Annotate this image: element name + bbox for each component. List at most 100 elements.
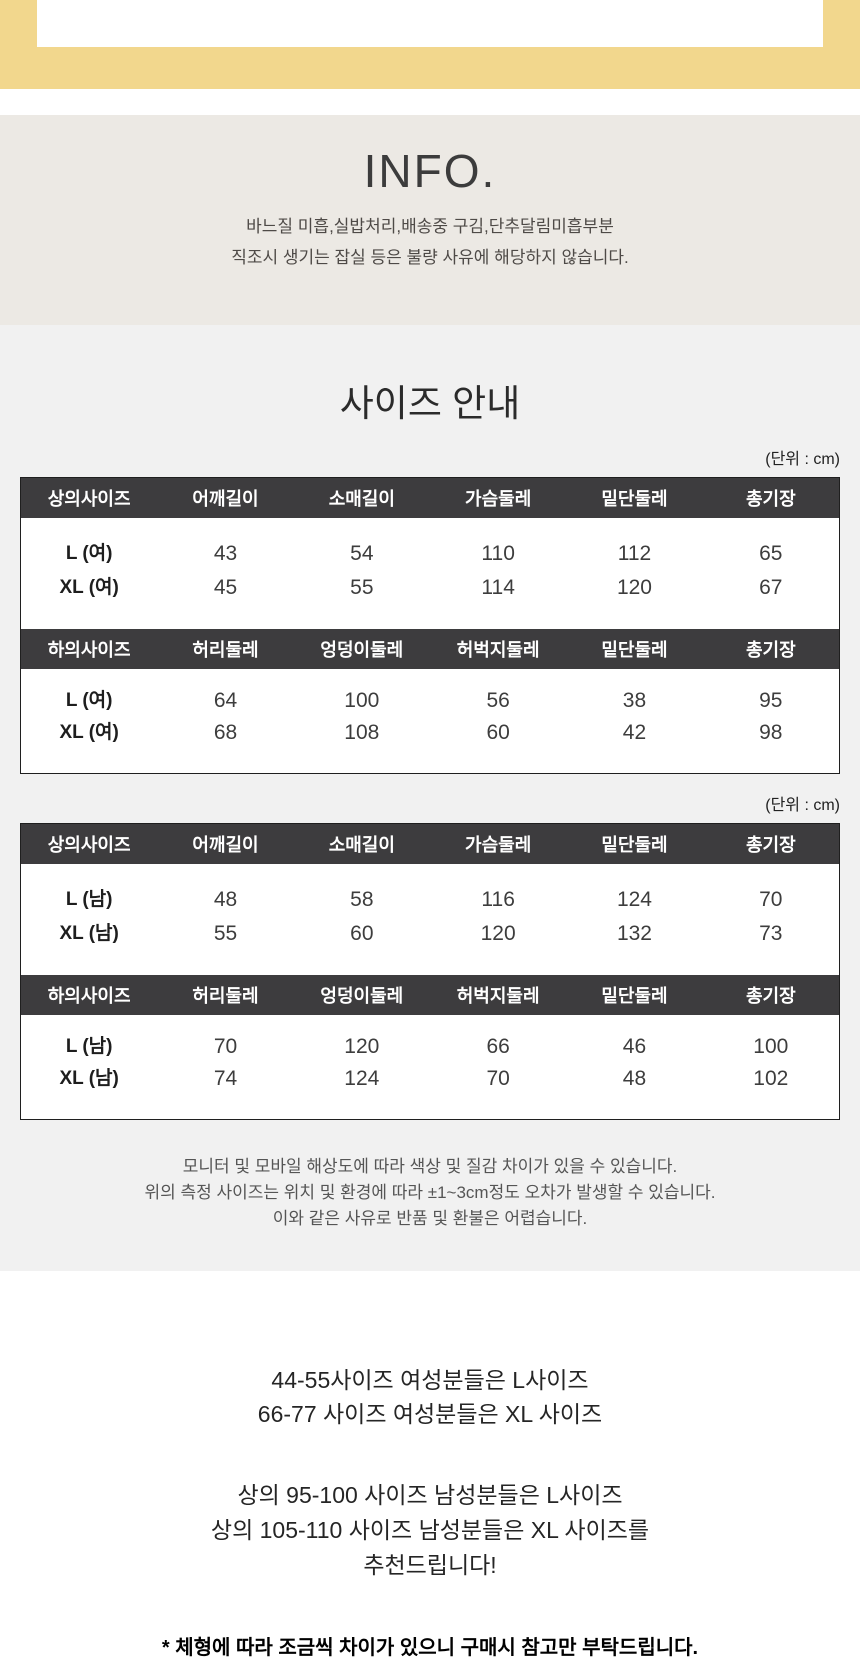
recommendation-line: 상의 105-110 사이즈 남성분들은 XL 사이즈를 [210,1517,650,1543]
column-header: 허리둘레 [192,640,259,660]
recommendation-section: 44-55사이즈 여성분들은 L사이즈 66-77 사이즈 여성분들은 XL 사… [0,1271,860,1661]
size-table-men: 상의사이즈 어깨길이 소매길이 가슴둘레 밑단둘레 총기장 L (남) 48 5… [20,823,840,1120]
measurement-value: 95 [759,689,783,712]
size-label: XL (남) [59,923,119,944]
measurement-value: 64 [213,689,238,712]
note-line: 이와 같은 사유로 반품 및 환불은 어렵습니다. [272,1209,588,1228]
measurement-value: 116 [481,888,515,911]
column-header: 가슴둘레 [465,489,532,509]
size-label: XL (여) [59,722,119,743]
unit-label: (단위 : cm) [765,451,840,468]
measurement-value: 114 [481,576,515,599]
measurement-value: 100 [753,1035,789,1058]
size-table-women: 상의사이즈 어깨길이 소매길이 가슴둘레 밑단둘레 총기장 L (여) 43 5… [20,477,840,774]
measurement-value: 46 [622,1035,647,1058]
column-header: 어깨길이 [192,835,259,855]
measurement-value: 54 [350,542,374,565]
size-label: L (여) [65,543,113,564]
measurement-value: 48 [622,1067,647,1090]
column-header: 허리둘레 [192,986,259,1006]
measurement-value: 112 [617,542,652,565]
measurement-value: 58 [350,888,374,911]
measurement-value: 55 [213,922,238,945]
table-row: XL (여) 68 108 60 42 98 [21,717,839,749]
table-row: L (남) 70 120 66 46 100 [21,1031,839,1063]
table-body: L (여) 43 54 110 112 65 XL (여) 45 55 114 … [21,518,839,629]
column-header: 총기장 [745,835,796,855]
column-header: 허벅지둘레 [456,640,540,660]
measurement-value: 70 [486,1067,510,1090]
table-body: L (남) 48 58 116 124 70 XL (남) 55 60 120 … [21,864,839,975]
column-header: 밑단둘레 [601,640,668,660]
column-header: 밑단둘레 [601,986,668,1006]
measurement-value: 67 [759,576,783,599]
measurement-value: 120 [480,922,516,945]
measurement-value: 65 [759,542,783,565]
table-row: XL (여) 45 55 114 120 67 [21,571,839,605]
column-header: 총기장 [745,489,796,509]
top-banner [0,0,860,89]
measurement-value: 45 [213,576,238,599]
info-title: INFO. [363,145,497,197]
measurement-value: 124 [616,888,652,911]
table-body: L (여) 64 100 56 38 95 XL (여) 68 108 60 4… [21,669,839,773]
measurement-value: 120 [616,576,652,599]
measurement-value: 102 [753,1067,789,1090]
measurement-value: 74 [213,1067,238,1090]
measurement-value: 66 [486,1035,510,1058]
measurement-value: 48 [213,888,238,911]
table-row: XL (남) 55 60 120 132 73 [21,917,839,951]
size-guide-section: 사이즈 안내 (단위 : cm) 상의사이즈 어깨길이 소매길이 가슴둘레 밑단… [0,325,860,1271]
table-body: L (남) 70 120 66 46 100 XL (남) 74 124 70 … [21,1015,839,1119]
measurement-value: 110 [481,542,515,565]
measurement-value: 70 [213,1035,238,1058]
table-header-row-women-top: 상의사이즈 어깨길이 소매길이 가슴둘레 밑단둘레 총기장 [21,478,839,518]
size-label: L (남) [65,889,113,910]
size-label: XL (남) [59,1068,119,1089]
column-header: 소매길이 [328,835,395,855]
column-header: 상의사이즈 [47,489,131,509]
size-guide-notes: 모니터 및 모바일 해상도에 따라 색상 및 질감 차이가 있을 수 있습니다.… [0,1154,860,1232]
measurement-value: 124 [344,1067,380,1090]
column-header: 총기장 [745,986,796,1006]
measurement-value: 60 [486,721,510,744]
table-row: L (남) 48 58 116 124 70 [21,883,839,917]
info-section: INFO. 바느질 미흡,실밥처리,배송중 구김,단추달림미흡부분 직조시 생기… [0,115,860,325]
banner-inner-box [37,0,823,47]
measurement-value: 43 [213,542,238,565]
column-header: 엉덩이둘레 [320,640,404,660]
unit-label: (단위 : cm) [765,797,840,814]
measurement-value: 73 [759,922,783,945]
column-header: 밑단둘레 [601,835,668,855]
measurement-value: 120 [344,1035,380,1058]
size-label: XL (여) [59,577,119,598]
column-header: 엉덩이둘레 [320,986,404,1006]
measurement-value: 70 [759,888,783,911]
measurement-value: 38 [622,689,647,712]
table-header-row-women-bottom: 하의사이즈 허리둘레 엉덩이둘레 허벅지둘레 밑단둘레 총기장 [21,629,839,669]
size-label: L (여) [65,690,113,711]
column-header: 허벅지둘레 [456,986,540,1006]
measurement-value: 55 [350,576,374,599]
column-header: 하의사이즈 [47,986,131,1006]
note-line: 모니터 및 모바일 해상도에 따라 색상 및 질감 차이가 있을 수 있습니다. [182,1157,678,1176]
measurement-value: 98 [759,721,783,744]
recommendation-line: 44-55사이즈 여성분들은 L사이즈 [271,1367,589,1393]
measurement-value: 42 [622,721,647,744]
table-row: XL (남) 74 124 70 48 102 [21,1063,839,1095]
measurement-value: 60 [350,922,374,945]
recommendation-women: 44-55사이즈 여성분들은 L사이즈 66-77 사이즈 여성분들은 XL 사… [0,1271,860,1431]
recommendation-line: 추천드립니다! [363,1552,497,1578]
size-label: L (남) [65,1036,113,1057]
info-line: 바느질 미흡,실밥처리,배송중 구김,단추달림미흡부분 [246,217,614,236]
spacer [0,89,860,115]
column-header: 총기장 [745,640,796,660]
info-line: 직조시 생기는 잡실 등은 불량 사유에 해당하지 않습니다. [231,248,629,267]
table-header-row-men-bottom: 하의사이즈 허리둘레 엉덩이둘레 허벅지둘레 밑단둘레 총기장 [21,975,839,1015]
column-header: 밑단둘레 [601,489,668,509]
column-header: 소매길이 [328,489,395,509]
measurement-value: 100 [344,689,380,712]
measurement-value: 56 [486,689,510,712]
recommendation-line: 상의 95-100 사이즈 남성분들은 L사이즈 [237,1482,623,1508]
table-row: L (여) 43 54 110 112 65 [21,537,839,571]
